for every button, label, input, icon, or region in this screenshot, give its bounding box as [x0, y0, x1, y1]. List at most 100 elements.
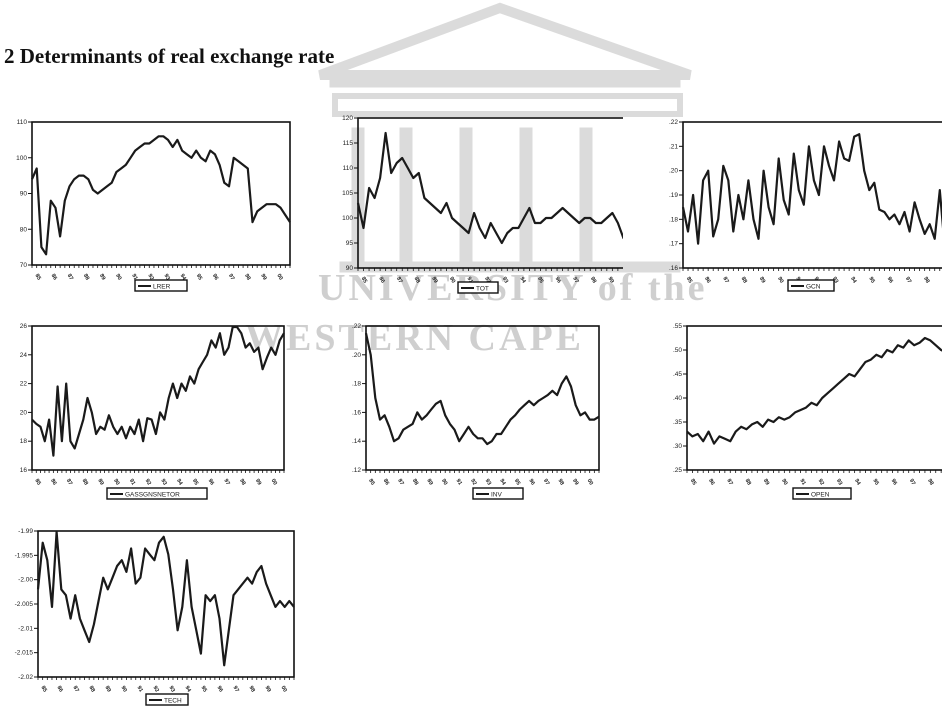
y-tick-label: -1.995 [15, 552, 34, 559]
x-tick-label: 99 [263, 685, 271, 693]
x-tick-label: 88 [87, 685, 95, 693]
x-tick-label: 89 [430, 276, 438, 284]
x-tick-label: 99 [254, 478, 262, 486]
x-tick-label: 91 [798, 478, 806, 486]
x-tick-label: 88 [744, 478, 752, 486]
x-tick-label: 88 [740, 276, 748, 284]
x-tick-label: 95 [195, 273, 203, 281]
plot-frame [357, 117, 623, 269]
legend-label: INV [491, 492, 503, 499]
y-tick-label: .20 [352, 352, 361, 359]
legend-box [134, 279, 188, 292]
x-tick-label: 90 [776, 276, 784, 284]
x-tick-label: 91 [455, 478, 463, 486]
x-tick-label: 99 [607, 276, 615, 284]
y-tick-label: .55 [673, 323, 682, 330]
y-tick-label: 70 [20, 262, 28, 269]
x-tick-label: 98 [247, 685, 255, 693]
x-tick-label: 93 [484, 478, 492, 486]
y-tick-label: -1.99 [18, 528, 33, 535]
x-tick-label: 00 [270, 478, 278, 486]
x-tick-label: 88 [411, 478, 419, 486]
x-tick-label: 96 [554, 276, 562, 284]
y-tick-label: .16 [669, 265, 678, 272]
x-tick-label: 98 [238, 478, 246, 486]
chart-inv: .22 .20 .18 .16 .14 .12 85 86 87 88 89 90 91 92 93 94 95… [352, 323, 600, 500]
y-tick-label: .45 [673, 371, 682, 378]
x-tick-label: 97 [542, 478, 550, 486]
x-tick-label: 94 [849, 276, 858, 285]
x-tick-label: 93 [159, 478, 167, 486]
x-tick-label: 95 [871, 478, 879, 486]
x-tick-label: 96 [215, 685, 223, 693]
x-tick-label: 94 [498, 478, 507, 487]
x-tick-label: 96 [890, 478, 898, 486]
x-tick-label: 00 [586, 478, 594, 486]
x-tick-label: 93 [831, 276, 839, 284]
x-tick-label: 93 [162, 273, 170, 281]
x-tick-label: 86 [703, 276, 711, 284]
x-tick-label: 94 [853, 478, 862, 487]
series-line-gassgnsnetor [31, 325, 285, 457]
plot-frame [682, 121, 942, 269]
x-tick-label: 98 [556, 478, 564, 486]
x-tick-label: 88 [413, 276, 421, 284]
y-tick-label: 120 [342, 115, 353, 122]
watermark-line1: UNIVERSITY of the [318, 267, 708, 309]
x-tick-label: 87 [396, 478, 404, 486]
y-tick-label: 110 [343, 165, 354, 172]
x-tick-label: 95 [191, 478, 199, 486]
x-tick-label: 89 [98, 273, 106, 281]
x-tick-label: 85 [689, 478, 697, 486]
x-tick-label: 85 [33, 273, 41, 281]
x-tick-label: 97 [571, 276, 579, 284]
x-tick-label: 90 [440, 478, 448, 486]
x-tick-label: 94 [183, 685, 192, 694]
x-tick-label: 92 [151, 685, 159, 693]
legend-label: GASSGNSNETOR [125, 492, 180, 499]
y-tick-label: 95 [346, 240, 354, 247]
x-tick-label: 92 [469, 478, 477, 486]
x-tick-label: 91 [135, 685, 143, 693]
x-tick-label: 91 [128, 478, 136, 486]
x-tick-label: 85 [367, 478, 375, 486]
y-tick-label: -2.02 [18, 674, 33, 681]
x-tick-label: 97 [904, 276, 912, 284]
x-tick-label: 89 [762, 478, 770, 486]
x-tick-label: 96 [211, 273, 219, 281]
y-tick-label: .17 [669, 241, 678, 248]
x-tick-label: 93 [501, 276, 509, 284]
x-tick-label: 89 [758, 276, 766, 284]
x-tick-label: 87 [65, 478, 73, 486]
y-tick-label: 24 [20, 352, 28, 359]
y-tick-label: 115 [343, 140, 354, 147]
x-tick-label: 85 [360, 276, 368, 284]
x-tick-label: 90 [112, 478, 120, 486]
y-tick-label: -2.01 [18, 625, 33, 632]
y-tick-label: 20 [20, 409, 28, 416]
x-tick-label: 89 [96, 478, 104, 486]
y-tick-label: .50 [673, 347, 682, 354]
y-tick-label: .35 [673, 419, 682, 426]
series-line-gcn [681, 133, 942, 245]
x-tick-label: 99 [259, 273, 267, 281]
x-tick-label: 86 [49, 478, 57, 486]
x-tick-label: 86 [382, 478, 390, 486]
series-line-lrer [30, 135, 291, 256]
x-tick-label: 86 [377, 276, 385, 284]
legend-label: LRER [153, 284, 171, 291]
x-tick-label: 99 [571, 478, 579, 486]
section-heading: 2 Determinants of real exchange rate [4, 44, 335, 68]
y-tick-label: -2.00 [18, 577, 33, 584]
x-tick-label: 97 [222, 478, 230, 486]
y-tick-label: 110 [17, 119, 28, 126]
x-tick-label: 97 [231, 685, 239, 693]
y-tick-label: .22 [669, 119, 678, 126]
x-tick-label: 87 [395, 276, 403, 284]
y-tick-label: 16 [20, 467, 28, 474]
x-tick-label: 87 [71, 685, 79, 693]
x-tick-label: 89 [425, 478, 433, 486]
legend-box [787, 279, 835, 292]
x-tick-label: 87 [66, 273, 74, 281]
